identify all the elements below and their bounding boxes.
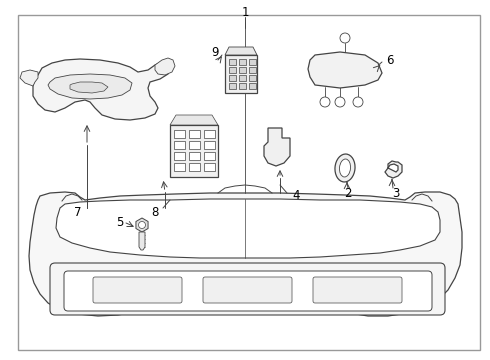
Circle shape (353, 97, 363, 107)
Bar (249, 83, 256, 89)
Bar (170, 125, 218, 177)
FancyBboxPatch shape (64, 271, 432, 311)
Polygon shape (70, 82, 108, 93)
Polygon shape (33, 59, 170, 120)
Bar (229, 59, 236, 65)
FancyBboxPatch shape (50, 263, 445, 315)
FancyBboxPatch shape (203, 277, 292, 303)
Bar (204, 163, 215, 171)
Text: 8: 8 (151, 206, 159, 219)
Bar (239, 75, 246, 81)
Ellipse shape (340, 159, 350, 177)
Ellipse shape (335, 154, 355, 182)
FancyBboxPatch shape (313, 277, 402, 303)
Polygon shape (155, 58, 175, 75)
Polygon shape (139, 232, 145, 250)
Polygon shape (225, 47, 257, 55)
Polygon shape (170, 115, 218, 125)
Text: 9: 9 (211, 45, 219, 59)
Bar (229, 83, 236, 89)
Circle shape (340, 33, 350, 43)
Bar (249, 75, 256, 81)
Text: 5: 5 (116, 216, 123, 229)
Polygon shape (264, 128, 290, 166)
Text: 7: 7 (74, 206, 82, 219)
Bar (204, 152, 215, 160)
Text: 3: 3 (392, 186, 400, 199)
Polygon shape (136, 218, 148, 232)
Circle shape (139, 221, 146, 229)
Bar (229, 75, 236, 81)
Polygon shape (385, 161, 402, 178)
Bar (229, 67, 236, 73)
Bar (239, 59, 246, 65)
Bar (249, 67, 256, 73)
Polygon shape (20, 70, 38, 86)
Polygon shape (29, 192, 462, 316)
Bar (204, 130, 215, 138)
Bar (239, 67, 246, 73)
Bar (249, 59, 256, 65)
Bar (225, 55, 257, 93)
Polygon shape (48, 74, 132, 99)
Text: 4: 4 (292, 189, 300, 202)
Bar (174, 163, 185, 171)
Bar (189, 163, 200, 171)
Bar (174, 152, 185, 160)
Bar (204, 141, 215, 149)
Text: 6: 6 (386, 54, 394, 67)
Bar (239, 83, 246, 89)
Circle shape (320, 97, 330, 107)
Polygon shape (308, 52, 382, 88)
Bar (174, 130, 185, 138)
Bar (189, 152, 200, 160)
Bar (189, 141, 200, 149)
Circle shape (335, 97, 345, 107)
Text: 1: 1 (241, 5, 249, 18)
Bar (174, 141, 185, 149)
Polygon shape (56, 199, 440, 258)
Bar (189, 130, 200, 138)
FancyBboxPatch shape (93, 277, 182, 303)
Text: 2: 2 (344, 186, 352, 199)
